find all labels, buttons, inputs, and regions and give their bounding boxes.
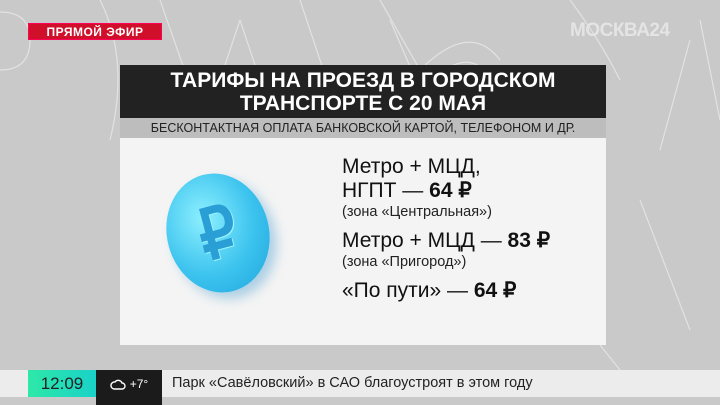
title-line: ТРАНСПОРТЕ С 20 МАЯ [239,92,487,115]
fare-note: (зона «Пригород») [342,254,467,270]
fare-price: 83 ₽ [507,229,551,252]
fare-line: Метро + МЦД, [342,155,481,178]
weather: +7° [96,370,162,405]
title-line: ТАРИФЫ НА ПРОЕЗД В ГОРОДСКОМ [170,69,556,92]
ruble-symbol: ₽ [189,190,247,276]
live-badge: ПРЯМОЙ ЭФИР [28,23,162,40]
fare-info-panel: ТАРИФЫ НА ПРОЕЗД В ГОРОДСКОМ ТРАНСПОРТЕ … [120,65,606,345]
cloud-icon [110,379,126,390]
temperature: +7° [129,376,149,391]
clock: 12:09 [28,370,96,397]
fare-list: Метро + МЦД, НГПТ — 64 ₽ (зона «Централь… [342,155,550,303]
fare-label: «По пути» — [342,279,474,302]
ruble-coin-icon: ₽ [153,161,283,305]
channel-logo: МОСКВА24 [570,20,670,41]
ticker-headline: Парк «Савёловский» в САО благоустроят в … [172,375,533,391]
panel-subtitle: БЕСКОНТАКТНАЯ ОПЛАТА БАНКОВСКОЙ КАРТОЙ, … [120,118,606,138]
fare-label: НГПТ — [342,179,430,202]
fare-price: 64 ₽ [429,179,472,202]
fare-price: 64 ₽ [473,279,517,302]
fare-note: (зона «Центральная») [342,204,492,220]
panel-body: ₽ Метро + МЦД, НГПТ — 64 ₽ (зона «Центра… [120,138,606,345]
panel-title: ТАРИФЫ НА ПРОЕЗД В ГОРОДСКОМ ТРАНСПОРТЕ … [120,65,606,118]
fare-line: Метро + МЦД — 83 ₽ [342,229,550,253]
fare-line: «По пути» — 64 ₽ [342,279,550,303]
fare-line: НГПТ — 64 ₽ [342,179,550,203]
fare-label: Метро + МЦД — [342,229,508,252]
